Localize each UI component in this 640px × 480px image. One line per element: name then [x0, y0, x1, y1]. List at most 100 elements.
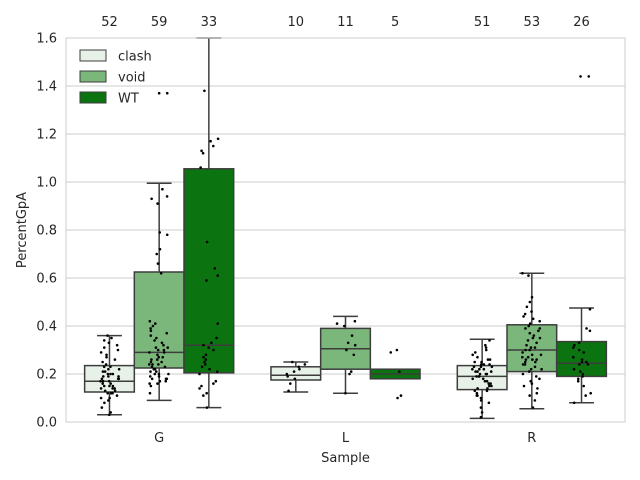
data-point — [487, 382, 491, 385]
data-point — [485, 379, 489, 383]
data-point — [528, 394, 531, 397]
legend-swatch — [79, 70, 107, 83]
data-point — [160, 360, 163, 364]
data-point — [101, 379, 105, 383]
data-point — [216, 274, 220, 277]
data-point — [527, 274, 530, 277]
data-point — [103, 389, 107, 393]
data-point — [529, 367, 533, 371]
count-label: 33 — [201, 15, 218, 30]
data-point — [523, 312, 527, 316]
data-point — [157, 375, 161, 378]
data-point — [148, 351, 151, 354]
data-point — [107, 367, 110, 371]
x-axis-title: Sample — [321, 451, 370, 466]
data-point — [534, 360, 537, 364]
data-point — [579, 370, 582, 373]
data-point — [166, 346, 170, 349]
data-point — [479, 396, 483, 400]
data-point — [205, 406, 209, 409]
data-point — [535, 341, 538, 345]
data-point — [585, 360, 588, 364]
count-label: 10 — [288, 15, 305, 30]
data-point — [156, 353, 159, 357]
count-label: 26 — [573, 15, 590, 30]
data-point — [586, 363, 590, 366]
data-point — [481, 377, 485, 381]
data-point — [353, 319, 357, 323]
data-point — [103, 401, 106, 405]
data-point — [578, 363, 581, 366]
data-point — [106, 391, 110, 395]
data-point — [164, 379, 168, 383]
data-point — [105, 353, 108, 357]
data-point — [147, 363, 151, 366]
data-point — [531, 336, 535, 340]
data-point — [577, 341, 581, 345]
data-point — [484, 346, 488, 349]
data-point — [101, 370, 105, 373]
data-point — [471, 353, 474, 357]
data-point — [116, 348, 120, 352]
data-point — [167, 372, 170, 376]
x-tick-label: L — [342, 431, 350, 446]
data-point — [161, 355, 165, 359]
data-point — [100, 406, 104, 409]
data-point — [531, 406, 535, 409]
data-point — [484, 348, 488, 352]
box — [456, 364, 508, 391]
count-label: 51 — [474, 15, 491, 30]
data-point — [528, 348, 531, 352]
data-point — [150, 197, 153, 201]
data-point — [148, 319, 152, 323]
data-point — [478, 372, 482, 376]
data-point — [490, 384, 493, 388]
data-point — [151, 324, 155, 328]
data-point — [285, 372, 289, 376]
data-point — [483, 379, 487, 383]
data-point — [479, 415, 483, 419]
data-point — [292, 370, 296, 373]
data-point — [579, 75, 582, 78]
legend-label: void — [118, 71, 146, 86]
data-point — [153, 339, 156, 342]
legend-label: WT — [118, 92, 139, 107]
data-point — [203, 89, 206, 93]
data-point — [287, 389, 290, 393]
data-point — [526, 339, 530, 342]
data-point — [528, 322, 532, 325]
data-point — [521, 372, 525, 376]
data-point — [117, 375, 120, 378]
data-point — [160, 341, 164, 345]
data-point — [109, 365, 112, 369]
data-point — [488, 339, 491, 342]
data-point — [148, 375, 152, 378]
data-point — [531, 317, 535, 321]
data-point — [480, 411, 484, 414]
y-tick-label: 0.0 — [36, 416, 57, 431]
data-point — [535, 358, 538, 361]
data-point — [149, 327, 152, 330]
data-point — [110, 336, 113, 340]
data-point — [346, 341, 350, 345]
data-point — [101, 382, 104, 385]
data-point — [530, 353, 534, 357]
data-point — [156, 262, 160, 265]
data-point — [527, 324, 531, 328]
data-point — [99, 351, 103, 354]
data-point — [353, 343, 357, 347]
data-point — [588, 307, 592, 311]
data-point — [100, 377, 104, 381]
data-point — [101, 375, 105, 378]
data-point — [479, 365, 483, 369]
data-point — [530, 295, 534, 299]
data-point — [524, 327, 527, 330]
data-point — [102, 384, 106, 388]
data-point — [102, 365, 106, 369]
data-point — [212, 348, 215, 352]
data-point — [476, 387, 479, 390]
data-point — [158, 231, 162, 234]
y-tick-label: 0.4 — [36, 320, 57, 335]
data-point — [486, 358, 490, 361]
